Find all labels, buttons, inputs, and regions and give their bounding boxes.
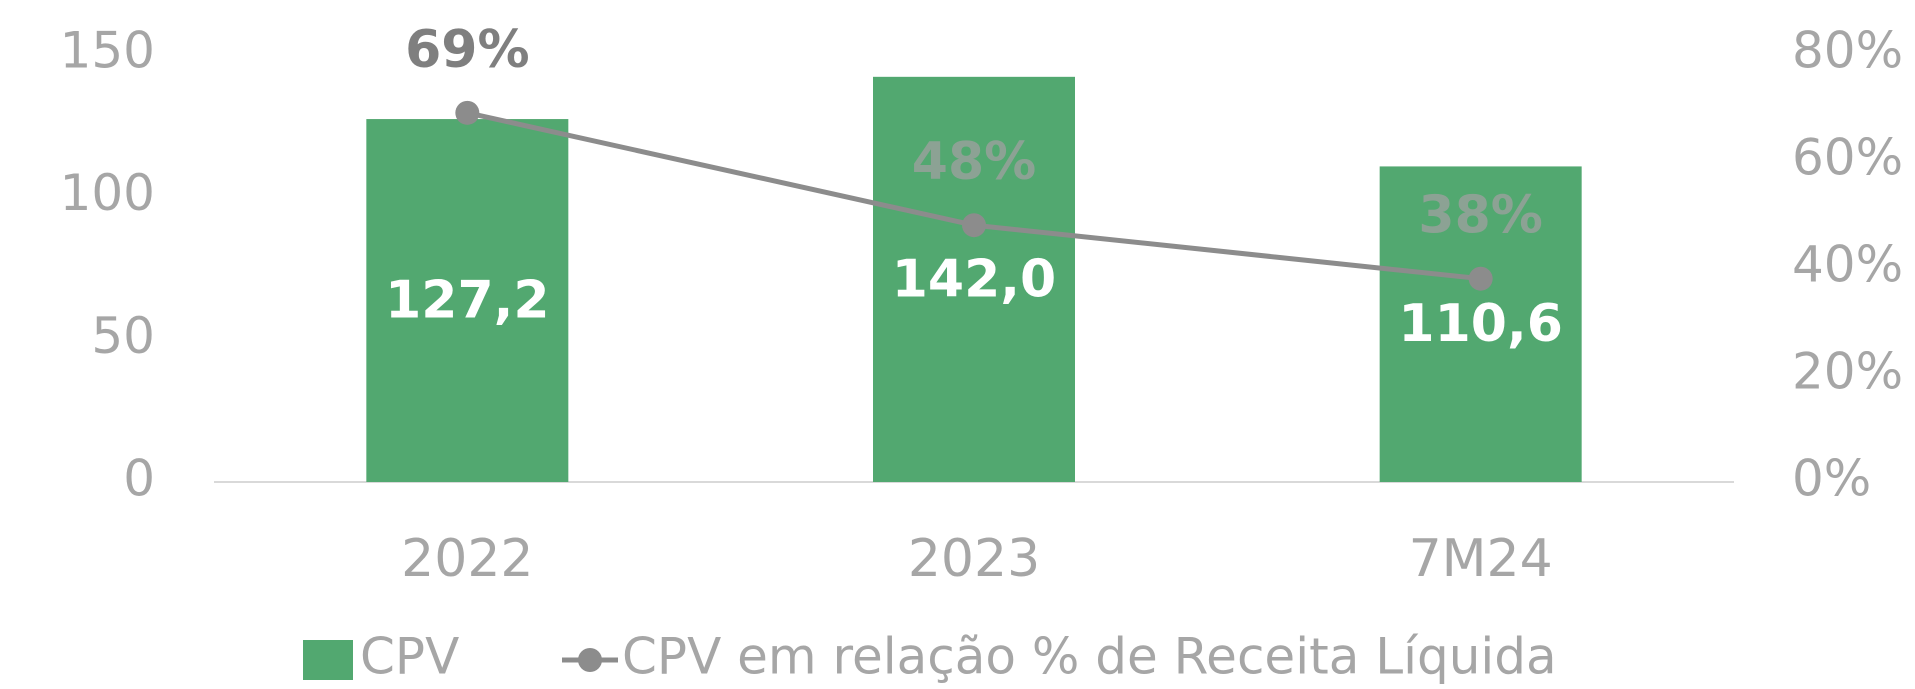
line-label: 48% [912,132,1036,192]
legend-label: CPV [360,628,459,686]
line-label: 69% [405,20,529,80]
y2-tick-label: 20% [1792,343,1903,401]
x-tick-label: 7M24 [1409,529,1553,589]
x-tick-label: 2022 [401,529,533,589]
y-tick-label: 0 [123,450,155,508]
bar-label: 142,0 [892,249,1056,309]
y2-tick-label: 0% [1792,450,1871,508]
bar-label: 110,6 [1398,294,1562,354]
bar [1379,166,1582,482]
x-tick-label: 2023 [908,529,1040,589]
y2-tick-label: 80% [1792,22,1903,80]
line-marker [1468,266,1493,291]
bar [366,119,569,482]
y-tick-label: 150 [60,22,155,80]
y2-tick-label: 40% [1792,236,1903,294]
legend-swatch [303,640,353,680]
line-label: 38% [1418,186,1542,246]
y-tick-label: 100 [60,164,155,222]
bar [873,76,1075,483]
legend-swatch [578,648,602,672]
y-tick-label: 50 [91,307,155,365]
line-marker [455,100,480,125]
legend-label: CPV em relação % de Receita Líquida [622,628,1557,686]
bar-label: 127,2 [385,271,549,331]
y2-tick-label: 60% [1792,129,1903,187]
line-marker [962,213,986,238]
